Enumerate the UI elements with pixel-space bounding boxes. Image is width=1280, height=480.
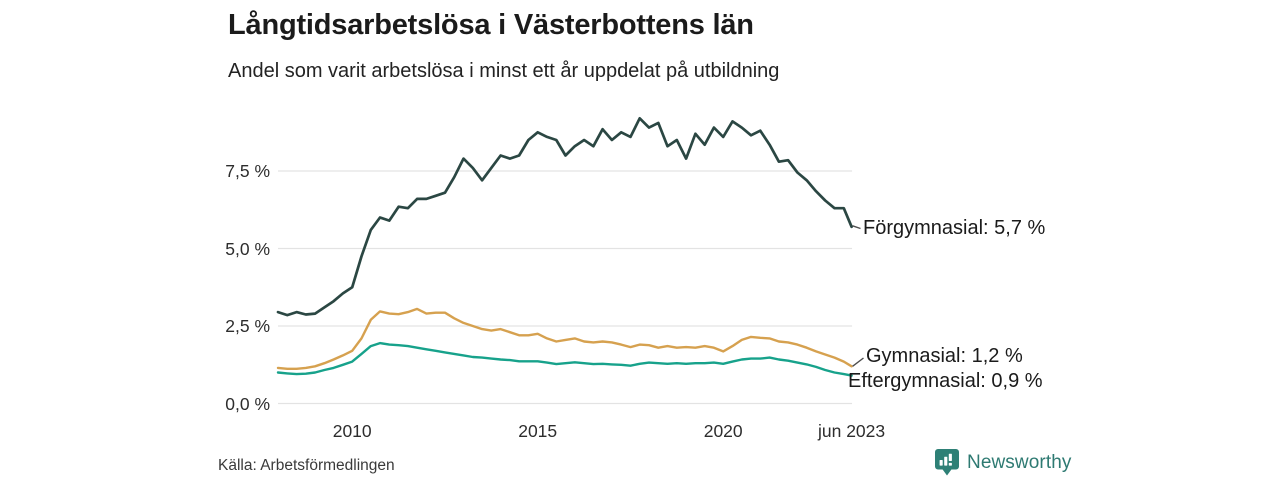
y-axis-tick-label: 7,5 % [225, 161, 270, 181]
x-axis-tick-label: 2010 [332, 421, 372, 441]
x-axis-tick-label: 2020 [703, 421, 743, 441]
series-end-label-2: Eftergymnasial: 0,9 % [848, 370, 1043, 392]
y-axis-tick-label: 5,0 % [225, 238, 270, 259]
series-line-0 [276, 116, 853, 317]
page-title: Långtidsarbetslösa i Västerbottens län [228, 9, 754, 41]
series-end-label-1: Gymnasial: 1,2 % [866, 345, 1023, 367]
series-line-2 [276, 341, 853, 377]
series-end-label-0: Förgymnasial: 5,7 % [863, 217, 1046, 239]
y-axis-tick-label: 0,0 % [225, 393, 270, 414]
x-axis-tick-label: 2015 [518, 421, 558, 441]
y-axis-tick-label: 2,5 % [225, 316, 270, 336]
series-line-1 [276, 307, 853, 370]
x-axis-tick-label: jun 2023 [817, 421, 886, 441]
newsworthy-logo[interactable]: Newsworthy [935, 449, 1071, 476]
label-connector [852, 357, 864, 367]
newsworthy-chart-bubble-icon [935, 449, 959, 476]
label-connector [852, 225, 861, 230]
newsworthy-wordmark: Newsworthy [967, 451, 1072, 473]
chart-subtitle: Andel som varit arbetslösa i minst ett å… [228, 60, 780, 82]
source-note: Källa: Arbetsförmedlingen [218, 457, 395, 474]
